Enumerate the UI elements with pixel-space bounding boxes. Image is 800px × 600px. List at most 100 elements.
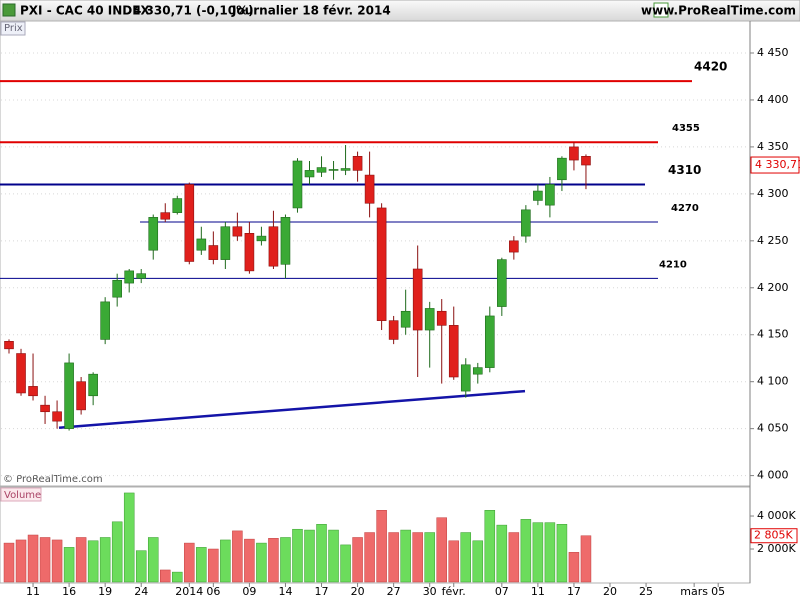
x-tick-label: 20	[351, 585, 365, 598]
volume-bar	[304, 529, 315, 583]
candle-body	[484, 315, 495, 368]
volume-bar	[184, 542, 195, 583]
volume-bar	[63, 547, 75, 583]
candle-body	[316, 167, 327, 173]
volume-bar	[556, 524, 568, 583]
y-tick-label: 2 000K	[757, 542, 796, 555]
panel-tag	[0, 21, 26, 36]
candle-body	[148, 217, 159, 251]
last-volume-label: 2 805K	[754, 529, 793, 542]
volume-bar	[256, 542, 267, 583]
candle-body	[100, 301, 110, 340]
candle-body	[412, 268, 423, 331]
volume-bar	[568, 552, 580, 583]
candle-body	[460, 364, 471, 392]
last-price-box	[750, 156, 800, 174]
icon[interactable]	[653, 2, 669, 18]
candle-body	[88, 373, 98, 397]
watermark: © ProRealTime.com	[3, 474, 103, 485]
volume-bar	[15, 539, 27, 583]
quote: 4 330,71 (-0,10%)	[133, 4, 254, 18]
volume-bar	[160, 569, 171, 583]
volume-bar	[436, 517, 447, 583]
x-tick-label: 2014	[175, 585, 203, 598]
x-tick-label: 06	[206, 585, 220, 598]
candle-body	[545, 184, 555, 206]
volume-bar	[328, 529, 339, 583]
volume-bar	[340, 544, 351, 583]
price-panel	[0, 20, 751, 487]
candle-body	[569, 146, 579, 161]
app-icon	[2, 3, 16, 17]
candle-body	[136, 273, 147, 279]
volume-bar	[39, 537, 51, 583]
volume-bar	[508, 532, 520, 583]
candle-body	[364, 174, 375, 204]
volume-bar	[196, 547, 207, 583]
volume-bar	[532, 522, 544, 583]
y-tick-label: 4 200	[757, 281, 789, 294]
volume-bar	[232, 530, 243, 583]
volume-bar	[280, 537, 291, 583]
volume-bar	[51, 539, 63, 583]
x-tick-label: 24	[134, 585, 148, 598]
candle-body	[340, 168, 351, 171]
candle-body	[4, 341, 14, 350]
volume-bar	[400, 529, 411, 583]
volume-bar	[244, 538, 255, 583]
candle-body	[328, 169, 339, 171]
volume-bar	[376, 510, 387, 583]
volume-bar	[460, 532, 472, 583]
candle-body	[16, 353, 26, 394]
candle-body	[196, 238, 207, 251]
candle-body	[424, 308, 435, 331]
x-tick-label: 11	[531, 585, 545, 598]
volume-bar	[388, 532, 399, 583]
y-tick-label: 4 450	[757, 46, 789, 59]
y-tick-label: 4 300	[757, 187, 789, 200]
volume-bar	[99, 537, 111, 583]
candle-body	[436, 310, 447, 326]
candle-body	[40, 404, 50, 413]
volume-bar	[220, 539, 231, 583]
candle-body	[400, 310, 411, 328]
y-tick-label: 4 000	[757, 469, 789, 482]
candle-body	[172, 198, 183, 213]
candle-body	[472, 367, 483, 375]
candle-body	[124, 270, 134, 284]
candle-body	[76, 381, 86, 411]
last-volume-box	[750, 528, 798, 544]
volume-bar	[123, 492, 135, 583]
y-tick-label: 4 400	[757, 93, 789, 106]
candle-body	[448, 325, 459, 378]
volume-bar	[75, 537, 87, 583]
x-tick-label: 11	[26, 585, 40, 598]
candle-body	[220, 226, 231, 260]
volume-bar	[316, 524, 327, 583]
volume-bar	[520, 519, 532, 583]
candle-body	[160, 212, 171, 220]
candle-body	[352, 155, 363, 171]
x-tick-label: 17	[567, 585, 581, 598]
candle-body	[497, 259, 507, 307]
volume-bar	[472, 540, 484, 583]
x-tick-label: 14	[278, 585, 292, 598]
candle-body	[388, 320, 399, 340]
candle-body	[280, 217, 291, 265]
x-tick-label: 17	[315, 585, 329, 598]
x-tick-label: 27	[387, 585, 401, 598]
level-label: 4210	[659, 259, 687, 270]
volume-bar	[292, 528, 303, 583]
y-tick-label: 4 150	[757, 328, 789, 341]
x-tick-label: mars	[680, 585, 708, 598]
candle-body	[521, 209, 531, 237]
candle-body	[112, 279, 122, 298]
level-label: 4310	[668, 163, 701, 177]
y-tick-label: 4 050	[757, 422, 789, 435]
volume-bar	[87, 540, 99, 583]
volume-bar	[352, 537, 363, 583]
volume-bar	[496, 524, 508, 583]
candle-body	[304, 170, 315, 178]
candle-body	[28, 386, 38, 397]
candle-body	[232, 226, 243, 237]
